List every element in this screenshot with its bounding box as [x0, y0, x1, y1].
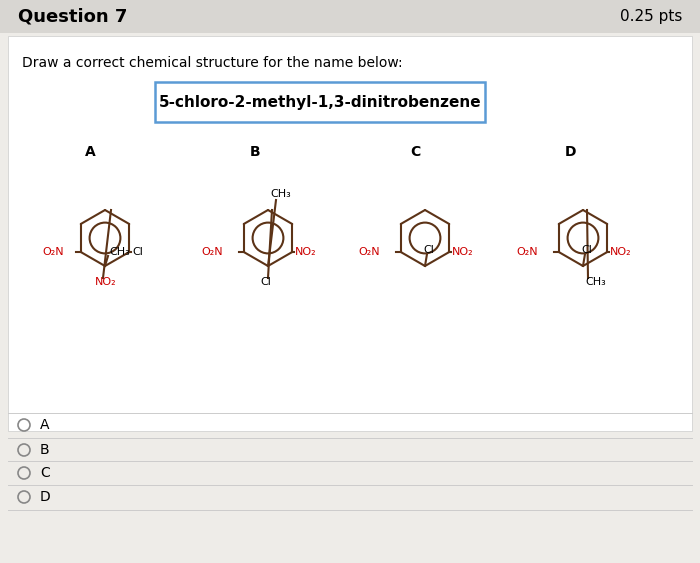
Text: D: D — [564, 145, 575, 159]
Text: NO₂: NO₂ — [610, 247, 632, 257]
Text: 0.25 pts: 0.25 pts — [620, 10, 682, 25]
Text: A: A — [40, 418, 50, 432]
Text: Cl: Cl — [581, 245, 592, 255]
Text: Cl: Cl — [132, 247, 143, 257]
Text: Question 7: Question 7 — [18, 8, 127, 26]
Text: B: B — [40, 443, 50, 457]
Text: O₂N: O₂N — [202, 247, 223, 257]
Bar — [155, 82, 485, 122]
Bar — [8, 36, 692, 431]
Text: O₂N: O₂N — [43, 247, 64, 257]
Text: NO₂: NO₂ — [295, 247, 317, 257]
Text: D: D — [40, 490, 50, 504]
Text: C: C — [410, 145, 420, 159]
Text: CH₃: CH₃ — [270, 189, 290, 199]
Text: Draw a correct chemical structure for the name below:: Draw a correct chemical structure for th… — [22, 56, 402, 70]
Text: NO₂: NO₂ — [95, 277, 117, 287]
Text: A: A — [85, 145, 95, 159]
Text: CH₃: CH₃ — [109, 247, 130, 257]
Text: B: B — [250, 145, 260, 159]
Text: Cl: Cl — [423, 245, 434, 255]
Text: C: C — [40, 466, 50, 480]
Text: 5-chloro-2-methyl-1,3-dinitrobenzene: 5-chloro-2-methyl-1,3-dinitrobenzene — [159, 95, 482, 109]
Text: O₂N: O₂N — [359, 247, 380, 257]
Text: O₂N: O₂N — [517, 247, 538, 257]
Text: NO₂: NO₂ — [452, 247, 474, 257]
Text: Cl: Cl — [260, 277, 271, 287]
Bar — [0, 0, 700, 33]
Text: CH₃: CH₃ — [585, 277, 606, 287]
